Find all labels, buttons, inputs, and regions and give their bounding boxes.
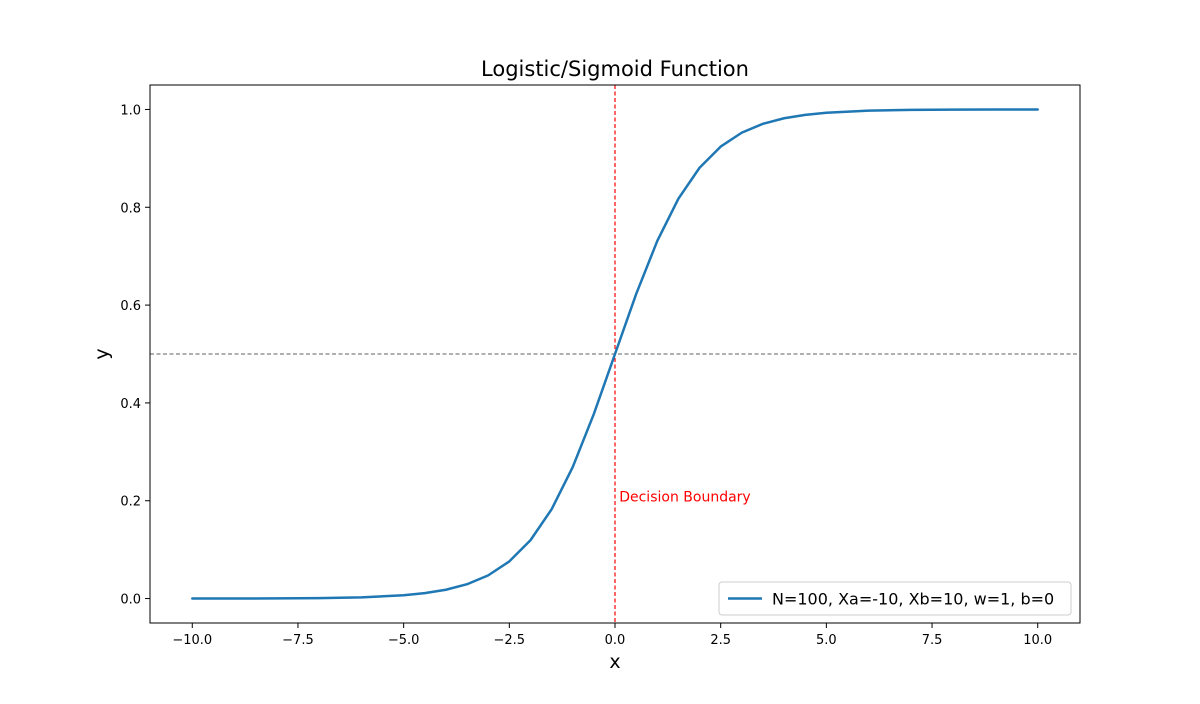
legend-frame <box>718 581 1072 616</box>
y-tick-label: 1.0 <box>120 103 141 118</box>
y-tick-label: 0.8 <box>120 201 141 216</box>
series-line-0 <box>191 108 1039 600</box>
x-axis-title: x <box>609 651 620 673</box>
x-tick-label: 10.0 <box>1023 633 1052 648</box>
y-tick-label: 0.2 <box>120 495 141 510</box>
x-tick-label: 5.0 <box>816 633 837 648</box>
chart-title: Logistic/Sigmoid Function <box>481 57 749 81</box>
y-axis-title: y <box>91 348 113 359</box>
legend-label: N=100, Xa=-10, Xb=10, w=1, b=0 <box>772 590 1054 609</box>
x-tick-label: −10.0 <box>172 633 212 648</box>
x-tick-label: 7.5 <box>922 633 943 648</box>
x-tick-label: 2.5 <box>710 633 731 648</box>
x-tick-label: −5.0 <box>388 633 420 648</box>
y-tick-label: 0.0 <box>120 593 141 608</box>
x-tick-label: −7.5 <box>282 633 314 648</box>
x-tick-label: −2.5 <box>494 633 526 648</box>
annotation-label: Decision Boundary <box>619 490 750 506</box>
x-axis: −10.0 −7.5 −5.0 −2.5 0.0 2.5 5.0 7.5 10.0 <box>172 623 1052 648</box>
y-tick-label: 0.4 <box>120 397 141 412</box>
legend: N=100, Xa=-10, Xb=10, w=1, b=0 <box>718 581 1072 616</box>
y-axis: 0.0 0.2 0.4 0.6 0.8 1.0 <box>120 103 150 608</box>
y-tick-label: 0.6 <box>120 299 141 314</box>
x-tick-label: 0.0 <box>605 633 626 648</box>
plot-area: Decision Boundary <box>150 85 1080 623</box>
